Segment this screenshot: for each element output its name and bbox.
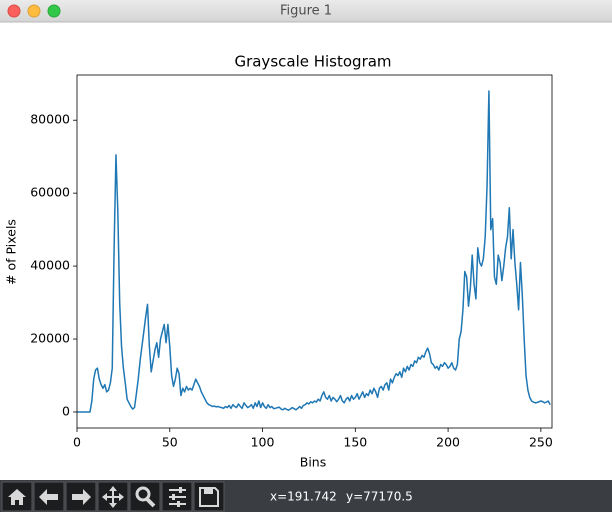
back-icon	[39, 489, 58, 505]
y-tick-label: 60000	[30, 185, 70, 200]
window-title: Figure 1	[280, 4, 332, 19]
y-tick-label: 20000	[30, 331, 70, 346]
x-tick-label: 200	[436, 435, 460, 450]
axes-frame	[76, 74, 553, 429]
title-bar	[0, 0, 612, 22]
pan-icon	[102, 486, 124, 508]
x-tick-label: 150	[343, 435, 367, 450]
minimize-button[interactable]	[27, 4, 41, 18]
x-tick-label: 250	[529, 435, 553, 450]
zoom-icon-lens	[135, 486, 151, 502]
close-button[interactable]	[7, 4, 21, 18]
x-tick-label: 0	[73, 435, 81, 450]
status-x: x=191.742	[270, 490, 337, 504]
zoom-tool-button[interactable]	[129, 481, 161, 512]
status-y: y=77170.5	[346, 490, 413, 504]
toolbar-icons	[8, 486, 219, 508]
zoom-button[interactable]	[47, 4, 61, 18]
y-axis-label: # of Pixels	[4, 219, 19, 285]
x-tick-label: 100	[251, 435, 275, 450]
y-tick-label: 0	[62, 403, 70, 418]
configure-icon	[169, 487, 186, 507]
x-axis-label: Bins	[300, 455, 326, 470]
zoom-icon-handle	[145, 497, 156, 508]
data-line	[77, 90, 551, 413]
save-icon	[199, 487, 219, 507]
forward-icon	[72, 489, 91, 505]
y-tick-label: 40000	[30, 258, 70, 273]
x-tick-label: 50	[162, 435, 178, 450]
chart-title: Grayscale Histogram	[234, 53, 391, 71]
home-icon	[8, 489, 26, 505]
save-icon-label	[204, 489, 213, 494]
y-tick-label: 80000	[30, 112, 70, 127]
